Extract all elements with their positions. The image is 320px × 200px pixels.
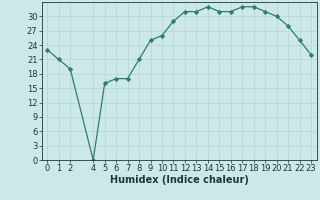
X-axis label: Humidex (Indice chaleur): Humidex (Indice chaleur) xyxy=(110,175,249,185)
